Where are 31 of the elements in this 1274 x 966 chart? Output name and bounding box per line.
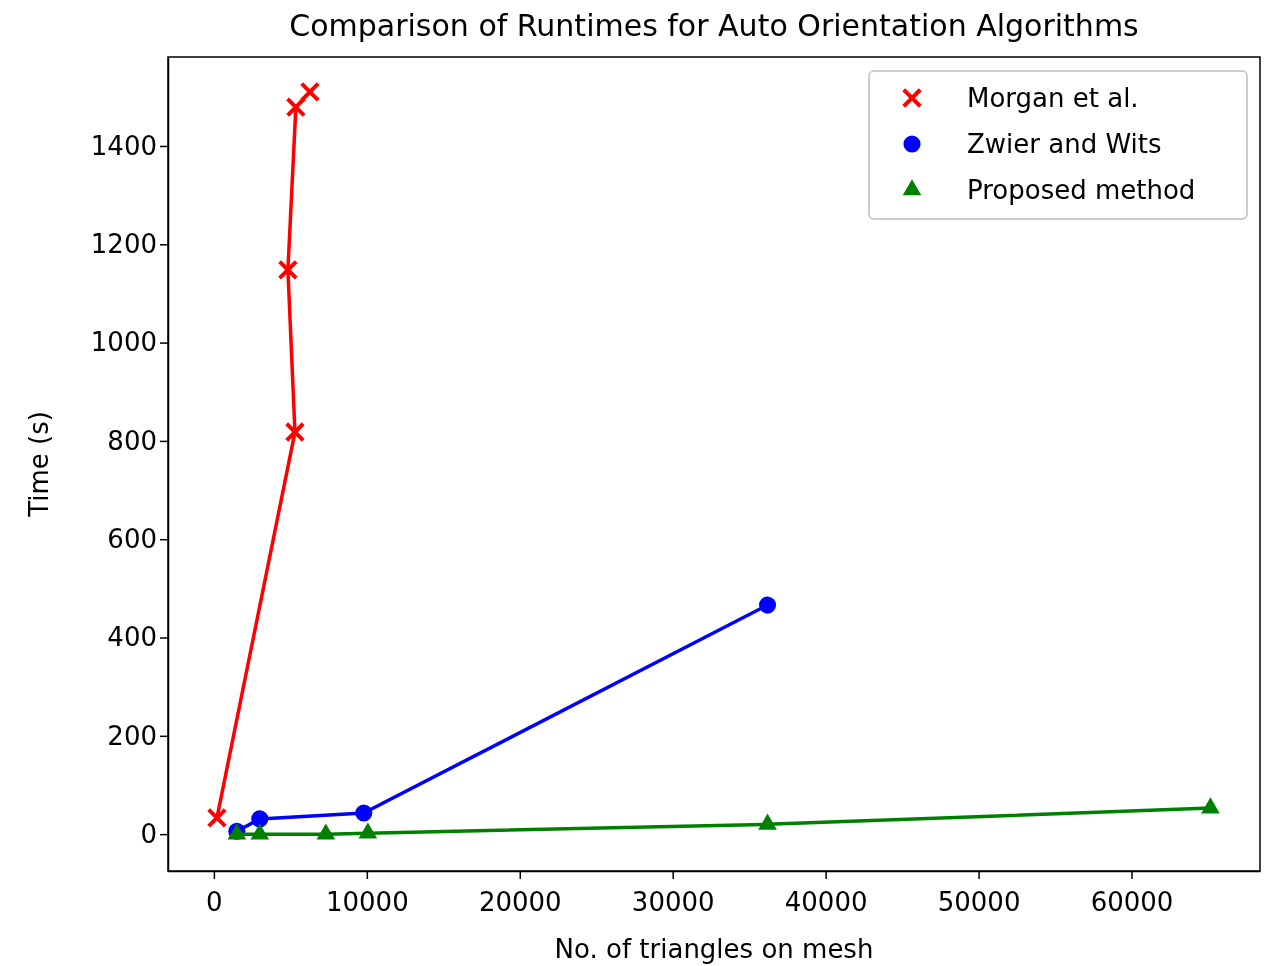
x-tick-label: 0	[206, 886, 223, 917]
y-tick-label: 600	[107, 524, 157, 555]
point	[284, 421, 306, 443]
y-tick-label: 800	[107, 425, 157, 456]
y-tick-label: 200	[107, 720, 157, 751]
y-tick-label: 1200	[90, 229, 157, 260]
point	[1201, 797, 1220, 814]
y-tick-label: 400	[107, 622, 157, 653]
x-tick-label: 30000	[631, 886, 715, 917]
legend-label: Zwier and Wits	[967, 129, 1162, 160]
y-tick-label: 0	[140, 818, 157, 849]
chart-title: Comparison of Runtimes for Auto Orientation Algorithms	[289, 8, 1139, 43]
x-tick-label: 60000	[1090, 886, 1174, 917]
x-tick-label: 10000	[325, 886, 409, 917]
legend-label: Morgan et al.	[967, 83, 1139, 114]
legend-label: Proposed method	[967, 175, 1196, 206]
point	[299, 81, 321, 103]
y-tick-label: 1400	[90, 130, 157, 161]
point	[758, 813, 777, 830]
y-axis-title: Time (s)	[24, 411, 54, 518]
y-tick-label: 1000	[90, 327, 157, 358]
point	[316, 823, 336, 840]
point	[358, 822, 378, 839]
x-tick-label: 40000	[784, 886, 868, 917]
x-tick-label: 50000	[937, 886, 1021, 917]
point	[758, 596, 777, 614]
x-tick-label: 20000	[478, 886, 562, 917]
point	[285, 96, 307, 118]
point	[250, 823, 270, 840]
x-axis-title: No. of triangles on mesh	[554, 934, 874, 964]
point	[277, 259, 299, 281]
